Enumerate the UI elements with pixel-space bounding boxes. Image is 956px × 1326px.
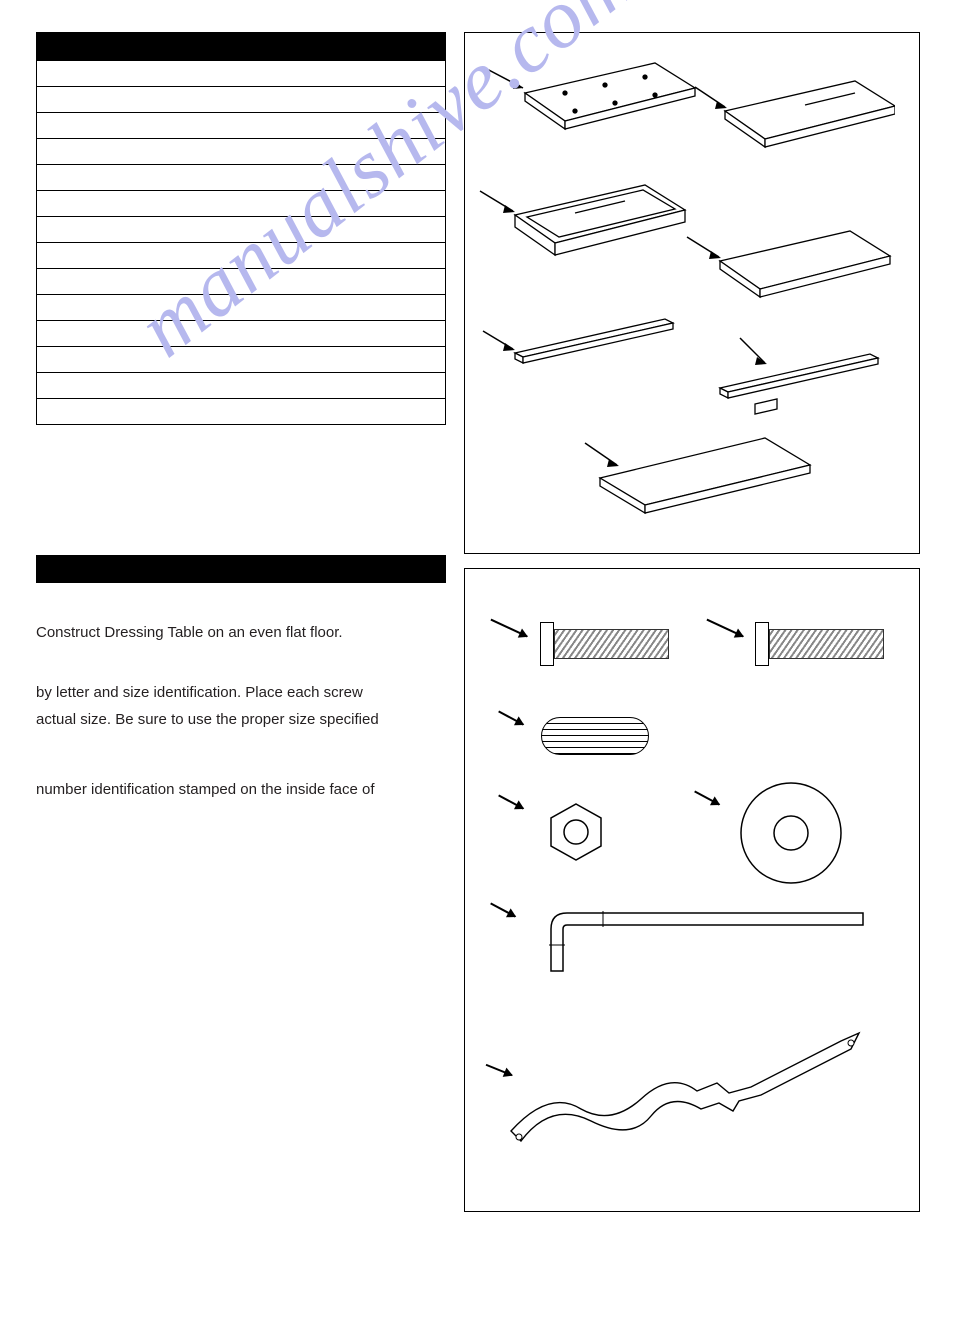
table-row [37, 190, 445, 216]
table-row [37, 60, 445, 86]
instructions-header [36, 555, 446, 583]
table-row [37, 372, 445, 398]
allen-key [533, 901, 873, 981]
hex-nut [545, 801, 607, 863]
table-row [37, 164, 445, 190]
parts-table [36, 60, 446, 425]
panels-diagram [465, 33, 919, 553]
table-row [37, 216, 445, 242]
right-column [464, 32, 920, 1212]
dowel [541, 717, 649, 755]
table-row [37, 86, 445, 112]
arrow-icon [706, 619, 743, 638]
parts-table-header [36, 32, 446, 60]
arrow-icon [498, 711, 524, 726]
arrow-icon [498, 795, 524, 810]
table-row [37, 294, 445, 320]
arrow-icon [490, 903, 516, 918]
instruction-text: number identification stamped on the ins… [36, 780, 446, 800]
strap [501, 1021, 871, 1181]
table-row [37, 398, 445, 424]
hardware-diagram-box [464, 568, 920, 1212]
arrow-icon [490, 619, 527, 638]
left-column: Construct Dressing Table on an even flat… [36, 32, 446, 1212]
instruction-block-3: number identification stamped on the ins… [36, 780, 446, 800]
panel-top-left [525, 63, 695, 129]
instruction-block-2: by letter and size identification. Place… [36, 683, 446, 730]
instruction-block-1: Construct Dressing Table on an even flat… [36, 623, 446, 643]
panels-diagram-box [464, 32, 920, 554]
table-row [37, 112, 445, 138]
instruction-text: actual size. Be sure to use the proper s… [36, 710, 446, 730]
table-row [37, 138, 445, 164]
table-row [37, 268, 445, 294]
washer [737, 779, 845, 887]
instruction-text: Construct Dressing Table on an even flat… [36, 623, 446, 643]
table-row [37, 346, 445, 372]
arrow-icon [694, 791, 720, 806]
table-row [37, 320, 445, 346]
page-content: Construct Dressing Table on an even flat… [36, 32, 920, 1212]
table-row [37, 242, 445, 268]
instruction-text: by letter and size identification. Place… [36, 683, 446, 703]
